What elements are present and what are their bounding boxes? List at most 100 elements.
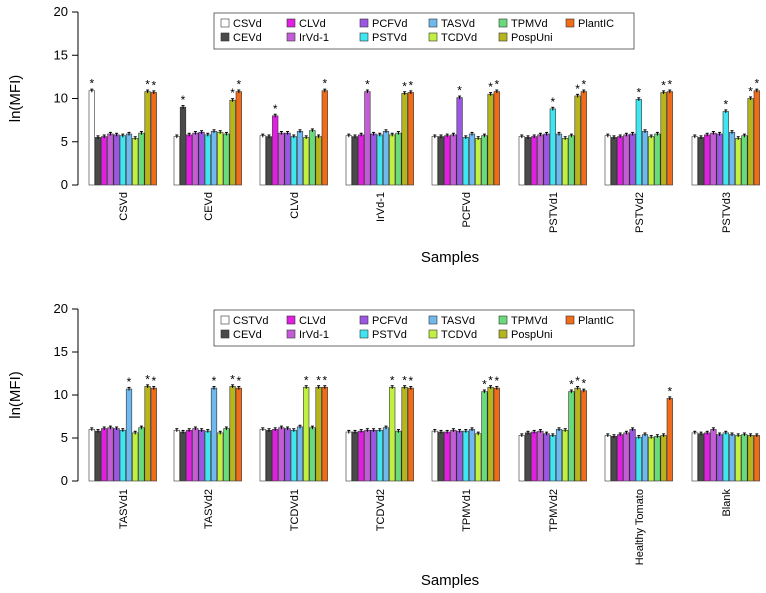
legend-label: PCFVd bbox=[372, 18, 407, 30]
legend-swatch bbox=[220, 18, 230, 28]
bar-clvd bbox=[272, 429, 279, 482]
bar-pstvd bbox=[635, 436, 642, 482]
x-tick-label: CLVd bbox=[289, 192, 301, 219]
x-tick-label: CSVd bbox=[118, 192, 130, 221]
bar-pcfvd bbox=[113, 428, 120, 482]
bar-irvd-1 bbox=[107, 427, 114, 482]
bar-tcdvd bbox=[735, 137, 742, 186]
bar-plantic bbox=[493, 387, 500, 482]
bar-tasvd bbox=[210, 387, 218, 482]
bar-cevd bbox=[524, 432, 532, 482]
bar-cstvd bbox=[173, 429, 180, 482]
bar-tpmvd bbox=[138, 132, 145, 186]
bar-irvd-1 bbox=[278, 427, 285, 482]
legend-swatch bbox=[498, 329, 508, 339]
legend-label: CEVd bbox=[233, 329, 262, 341]
x-tick-label: PCFVd bbox=[461, 192, 473, 227]
bar-plantic bbox=[753, 90, 760, 186]
significance-star: * bbox=[230, 86, 235, 100]
bar-plantic bbox=[407, 387, 414, 482]
legend-swatch bbox=[286, 329, 296, 339]
bar-pcfvd bbox=[370, 133, 377, 186]
bar-clvd bbox=[704, 134, 711, 186]
bar-pospuni bbox=[574, 95, 581, 186]
bar-pospuni bbox=[144, 386, 151, 482]
significance-star: * bbox=[457, 84, 462, 98]
bar-clvd bbox=[531, 431, 538, 482]
bar-tcdvd bbox=[648, 436, 655, 482]
legend-swatch bbox=[286, 32, 296, 42]
bar-irvd-1 bbox=[450, 134, 457, 186]
bar-clvd bbox=[101, 136, 108, 186]
significance-star: * bbox=[575, 82, 580, 96]
significance-star: * bbox=[402, 373, 407, 387]
bar-pstvd bbox=[549, 435, 556, 482]
bar-cevd bbox=[610, 137, 618, 186]
bar-cstvd bbox=[345, 431, 352, 482]
x-tick-label: TASVd1 bbox=[118, 489, 130, 529]
bar-pospuni bbox=[487, 93, 494, 186]
significance-star: * bbox=[569, 378, 574, 392]
significance-star: * bbox=[482, 378, 487, 392]
legend-label: PSTVd bbox=[372, 329, 407, 341]
bar-pcfvd bbox=[629, 133, 636, 186]
bar-plantic bbox=[580, 390, 587, 482]
bar-tasvd bbox=[125, 388, 133, 482]
bar-clvd bbox=[101, 428, 108, 482]
significance-star: * bbox=[316, 373, 321, 387]
bar-csvd bbox=[691, 136, 698, 186]
bar-pospuni bbox=[315, 136, 322, 186]
y-tick-label: 0 bbox=[61, 177, 68, 192]
legend-swatch bbox=[220, 329, 230, 339]
bar-tpmvd bbox=[481, 391, 488, 482]
bar-tpmvd bbox=[138, 427, 145, 482]
bar-pospuni bbox=[660, 435, 667, 482]
significance-star: * bbox=[236, 78, 241, 92]
bar-pospuni bbox=[747, 98, 754, 186]
bar-cevd bbox=[351, 136, 359, 186]
significance-star: * bbox=[494, 374, 499, 388]
significance-star: * bbox=[273, 102, 278, 116]
bar-irvd-1 bbox=[623, 432, 630, 482]
significance-star: * bbox=[145, 372, 150, 386]
bar-clvd bbox=[531, 136, 538, 186]
legend-label: PospUni bbox=[511, 329, 553, 341]
bar-cstvd bbox=[259, 429, 266, 482]
bar-tcdvd bbox=[562, 429, 569, 482]
bar-plantic bbox=[150, 387, 157, 482]
bar-pospuni bbox=[747, 435, 754, 482]
x-tick-label: TPMVd1 bbox=[461, 489, 473, 532]
bar-cevd bbox=[179, 106, 187, 186]
x-tick-label: PSTVd3 bbox=[721, 192, 733, 233]
bar-csvd bbox=[259, 135, 266, 186]
bar-pcfvd bbox=[716, 434, 723, 482]
legend-swatch bbox=[286, 315, 296, 325]
x-axis-title: Samples bbox=[421, 249, 479, 266]
bar-plantic bbox=[235, 91, 242, 186]
legend-swatch bbox=[428, 18, 438, 28]
bar-tcdvd bbox=[562, 137, 569, 186]
legend-label: PSTVd bbox=[372, 32, 407, 44]
bar-plantic bbox=[407, 92, 414, 186]
significance-star: * bbox=[151, 374, 156, 388]
significance-star: * bbox=[636, 85, 641, 99]
legend-label: TASVd bbox=[441, 315, 475, 327]
significance-star: * bbox=[402, 79, 407, 93]
significance-star: * bbox=[322, 77, 327, 91]
bar-pospuni bbox=[660, 92, 667, 186]
bar-cevd bbox=[265, 429, 273, 482]
y-tick-label: 5 bbox=[61, 134, 68, 149]
bar-pstvd bbox=[549, 108, 556, 186]
bar-pstvd bbox=[722, 432, 729, 482]
x-tick-label: CEVd bbox=[203, 192, 215, 221]
bar-tpmvd bbox=[741, 135, 748, 186]
bar-tcdvd bbox=[475, 433, 482, 482]
significance-star: * bbox=[304, 373, 309, 387]
bar-pospuni bbox=[401, 93, 408, 186]
bar-pospuni bbox=[229, 386, 236, 482]
significance-star: * bbox=[575, 374, 580, 388]
bar-csvd bbox=[604, 135, 611, 186]
bar-irvd-1 bbox=[278, 132, 285, 186]
bar-pcfvd bbox=[198, 131, 205, 186]
bar-pcfvd bbox=[284, 132, 291, 186]
